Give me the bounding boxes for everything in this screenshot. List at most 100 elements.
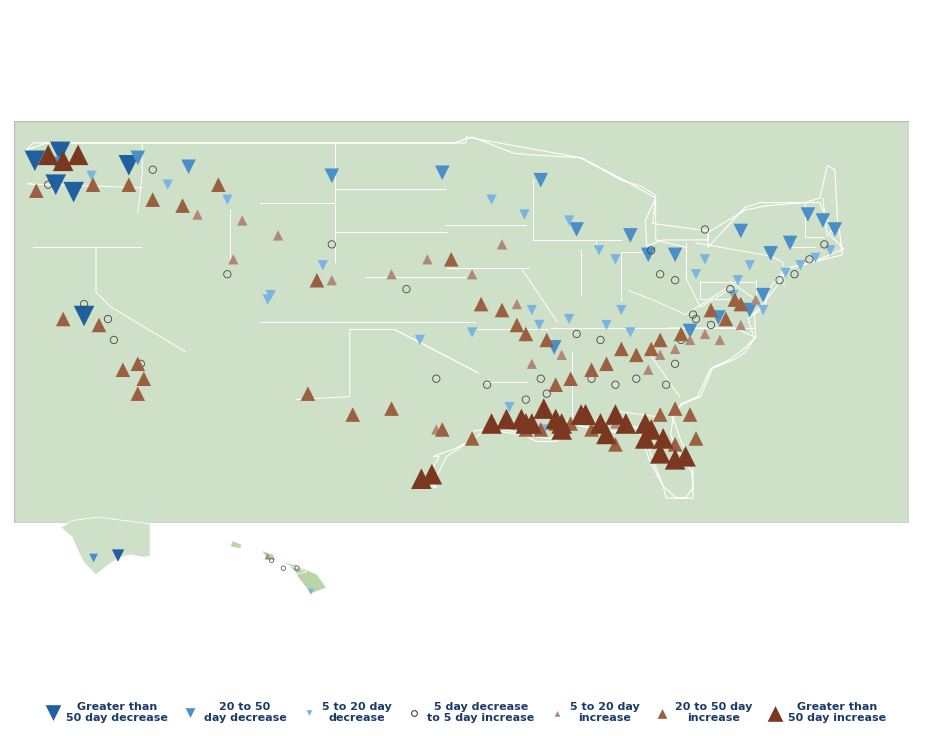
Point [667,343,681,355]
Point [518,394,533,406]
Point [652,408,667,420]
Point [667,403,681,414]
Point [107,334,121,346]
Point [539,388,553,400]
Point [289,562,304,574]
Point [136,373,151,385]
Point [41,149,56,160]
Point [424,468,438,480]
Point [225,253,240,265]
Point [599,428,614,440]
Point [667,275,681,286]
Point [652,447,667,459]
Point [175,199,190,211]
Point [827,224,842,236]
Point [324,170,339,182]
Point [667,358,681,369]
Point [412,334,426,346]
Point [130,152,145,163]
Point [84,170,99,182]
Point [643,424,658,436]
Point [435,167,450,179]
Point [275,562,290,574]
Point [309,275,324,286]
Point [637,417,652,429]
Point [725,289,740,301]
Point [583,373,598,385]
Point [688,269,703,280]
Point [121,160,136,171]
Point [384,403,399,414]
Point [121,179,136,191]
Point [655,433,670,445]
Point [115,364,130,375]
Point [92,319,107,331]
Point [622,327,637,339]
Point [531,319,546,331]
Point [130,388,145,400]
Point [56,155,70,166]
Point [66,186,81,198]
Point [637,433,652,445]
Point [516,208,531,220]
Point [502,401,516,413]
Point [578,408,592,420]
Point [384,269,399,280]
Point [592,334,607,346]
Point [553,424,568,436]
Point [428,373,443,385]
Point [643,343,658,355]
Polygon shape [230,541,242,548]
Point [443,253,458,265]
Point [800,208,815,220]
Point [260,551,274,562]
Point [499,413,514,425]
Point [697,224,712,236]
Point [710,311,725,323]
FancyBboxPatch shape [14,121,908,523]
Point [732,225,747,237]
Point [563,373,578,385]
Point [688,433,703,445]
Point [816,238,831,250]
Point [514,424,528,436]
Point [614,343,629,355]
Point [28,155,43,166]
Point [464,327,479,339]
Point [755,304,769,316]
Point [697,253,712,265]
Point [56,313,70,325]
Point [100,313,115,325]
Point [755,289,769,301]
Point [561,313,576,325]
Point [652,349,667,361]
Point [667,249,681,261]
Point [303,586,318,598]
Point [727,294,742,305]
Point [494,238,509,250]
Point [717,313,732,325]
Point [181,161,196,173]
Point [539,334,553,346]
Point [771,275,786,286]
Point [583,424,598,436]
Point [781,237,796,249]
Point [260,294,274,305]
Point [271,230,286,241]
Point [413,473,428,484]
Point [563,417,578,429]
Point [592,417,607,429]
Point [641,364,655,375]
Point [599,319,614,331]
Point [678,450,692,462]
Point [815,215,830,227]
Polygon shape [61,517,150,575]
Point [41,179,56,191]
Point [742,259,756,271]
Point [563,417,578,429]
Point [629,349,643,361]
Legend: Greater than
50 day decrease, 20 to 50
day decrease, 5 to 20 day
decrease, 5 day: Greater than 50 day decrease, 20 to 50 d… [38,698,889,726]
Point [524,358,539,369]
Point [599,358,614,369]
Point [778,267,793,279]
